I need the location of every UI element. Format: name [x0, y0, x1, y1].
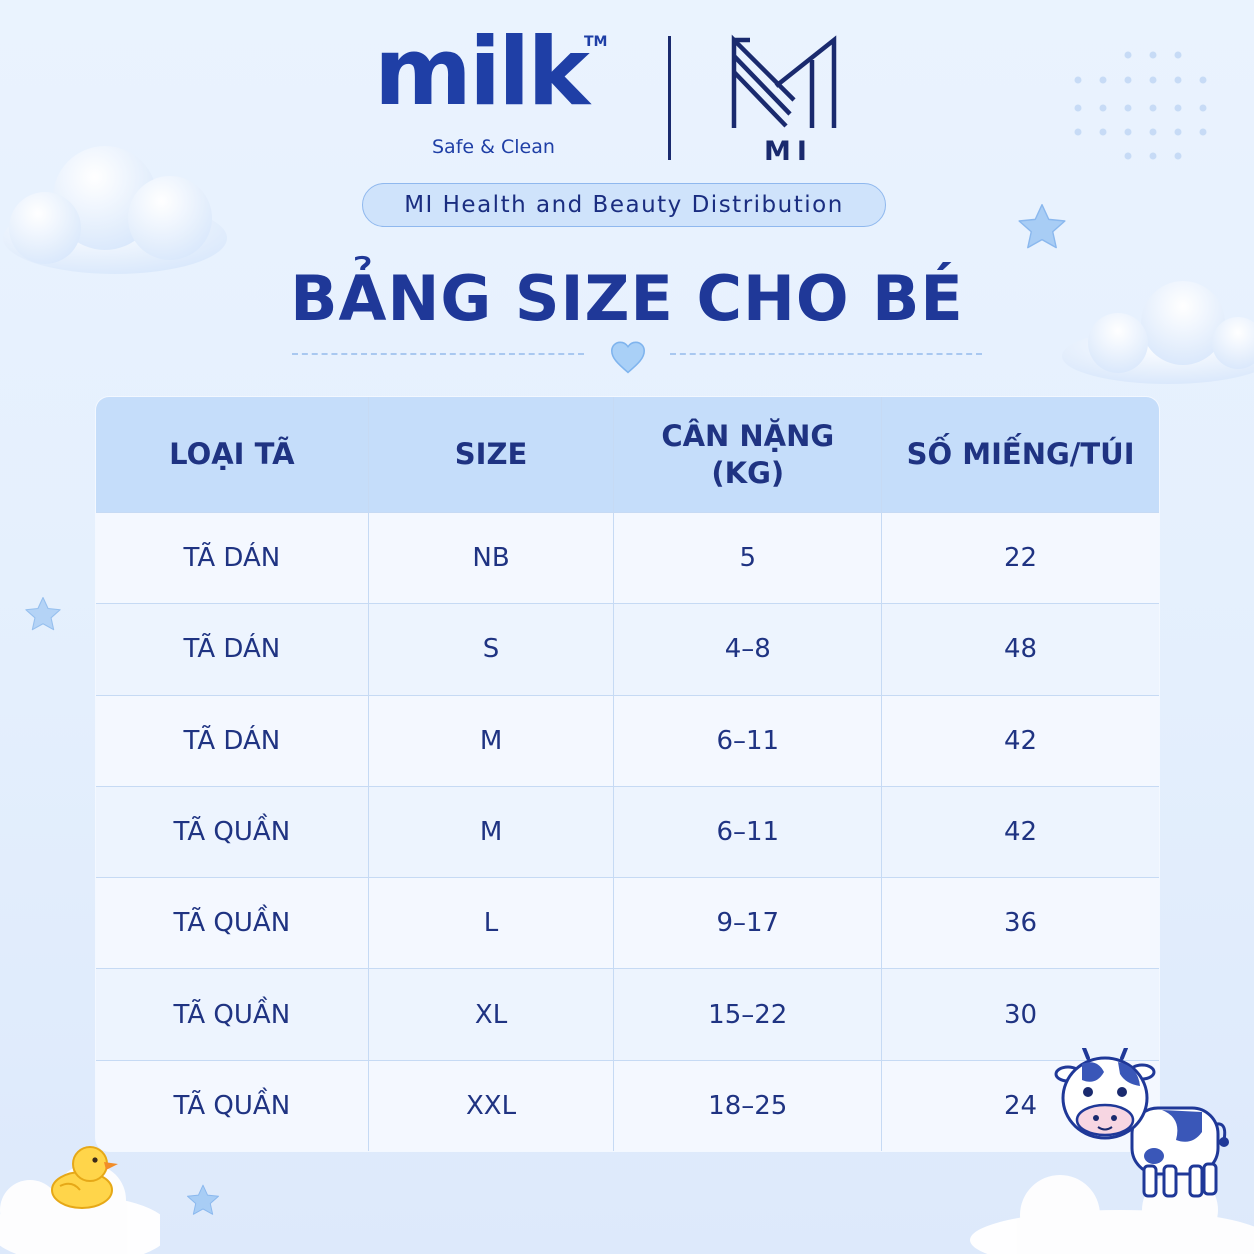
- cloud-bottom-right-icon: [970, 1172, 1254, 1254]
- cell-weight: 15–22: [613, 968, 883, 1061]
- title-divider-left: [292, 353, 584, 355]
- cell-count: 48: [881, 603, 1159, 696]
- cell-count: 36: [881, 877, 1159, 970]
- table-row: TÃ DÁN M 6–11 42: [96, 694, 1159, 787]
- header-weight: CÂN NẶNG (KG): [613, 397, 883, 513]
- heart-icon: [610, 341, 646, 374]
- cell-diaper-type: TÃ QUẦN: [96, 968, 369, 1061]
- milk-tagline: Safe & Clean: [432, 136, 555, 158]
- mi-logo: MI: [728, 34, 843, 167]
- milk-trademark: TM: [584, 34, 608, 50]
- table-row: TÃ QUẦN L 9–17 36: [96, 877, 1159, 970]
- cloud-top-left-icon: [3, 146, 227, 274]
- cell-size: S: [367, 603, 615, 696]
- star-top-right-icon: [1018, 203, 1066, 249]
- header-pieces-per-pack: SỐ MIẾNG/TÚI: [881, 397, 1159, 513]
- cell-size: L: [367, 877, 615, 970]
- header-size: SIZE: [367, 397, 615, 513]
- cell-weight: 5: [613, 511, 883, 605]
- milk-logo: milk TM Safe & Clean: [372, 26, 612, 160]
- logo-divider: [668, 36, 671, 160]
- duck-icon: [51, 1146, 118, 1209]
- cell-diaper-type: TÃ QUẦN: [96, 877, 369, 970]
- distributor-badge: MI Health and Beauty Distribution: [362, 183, 886, 227]
- cell-weight: 6–11: [613, 694, 883, 787]
- cell-diaper-type: TÃ DÁN: [96, 511, 369, 605]
- cell-diaper-type: TÃ QUẦN: [96, 785, 369, 879]
- cell-count: 42: [881, 694, 1159, 787]
- cell-size: M: [367, 694, 615, 787]
- dot-pattern-icon: [1074, 51, 1207, 160]
- header-diaper-type: LOẠI TÃ: [96, 397, 369, 513]
- table-row: TÃ DÁN NB 5 22: [96, 511, 1159, 605]
- cell-size: XL: [367, 968, 615, 1061]
- cell-count: 22: [881, 511, 1159, 605]
- mi-logo-text: MI: [764, 136, 813, 167]
- cell-diaper-type: TÃ DÁN: [96, 603, 369, 696]
- cell-weight: 4–8: [613, 603, 883, 696]
- cow-mascot-icon: [1054, 1048, 1229, 1198]
- star-bottom-icon: [187, 1184, 219, 1215]
- table-header-row: LOẠI TÃ SIZE CÂN NẶNG (KG) SỐ MIẾNG/TÚI: [96, 397, 1159, 513]
- star-left-icon: [25, 596, 61, 631]
- table-row: TÃ QUẦN XL 15–22 30: [96, 968, 1159, 1061]
- cell-weight: 18–25: [613, 1059, 883, 1151]
- cloud-right-icon: [1062, 281, 1254, 384]
- title-divider-right: [670, 353, 982, 355]
- cell-weight: 9–17: [613, 877, 883, 970]
- cell-diaper-type: TÃ DÁN: [96, 694, 369, 787]
- table-row: TÃ QUẦN M 6–11 42: [96, 785, 1159, 879]
- header-weight-line1: CÂN NẶNG: [661, 419, 835, 454]
- cell-count: 30: [881, 968, 1159, 1061]
- cell-diaper-type: TÃ QUẦN: [96, 1059, 369, 1151]
- page-title: BẢNG SIZE CHO BÉ: [290, 262, 964, 335]
- table-row: TÃ QUẦN XXL 18–25 24: [96, 1059, 1159, 1151]
- cell-count: 42: [881, 785, 1159, 879]
- cell-size: M: [367, 785, 615, 879]
- header-weight-line2: (KG): [711, 455, 785, 490]
- milk-logo-word: milk: [374, 18, 590, 127]
- size-table: LOẠI TÃ SIZE CÂN NẶNG (KG) SỐ MIẾNG/TÚI …: [95, 396, 1160, 1152]
- cell-weight: 6–11: [613, 785, 883, 879]
- cell-size: XXL: [367, 1059, 615, 1151]
- table-row: TÃ DÁN S 4–8 48: [96, 603, 1159, 696]
- cell-size: NB: [367, 511, 615, 605]
- mi-monogram-icon: [731, 34, 837, 128]
